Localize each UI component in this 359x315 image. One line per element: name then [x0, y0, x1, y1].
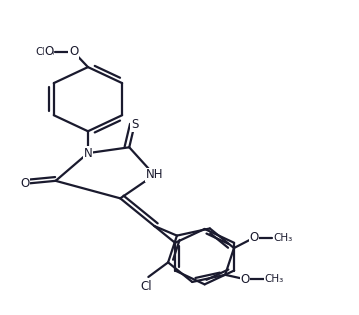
Text: N: N — [84, 146, 92, 160]
Text: O: O — [44, 44, 53, 58]
Text: O: O — [69, 45, 78, 58]
Text: O: O — [20, 177, 30, 190]
Text: S: S — [131, 118, 138, 131]
Text: O: O — [240, 273, 250, 286]
Text: CH₃: CH₃ — [35, 47, 54, 57]
Text: CH₃: CH₃ — [264, 274, 284, 284]
Text: Cl: Cl — [141, 280, 152, 293]
Text: NH: NH — [146, 169, 163, 181]
Text: O: O — [249, 231, 258, 244]
Text: CH₃: CH₃ — [273, 233, 292, 243]
